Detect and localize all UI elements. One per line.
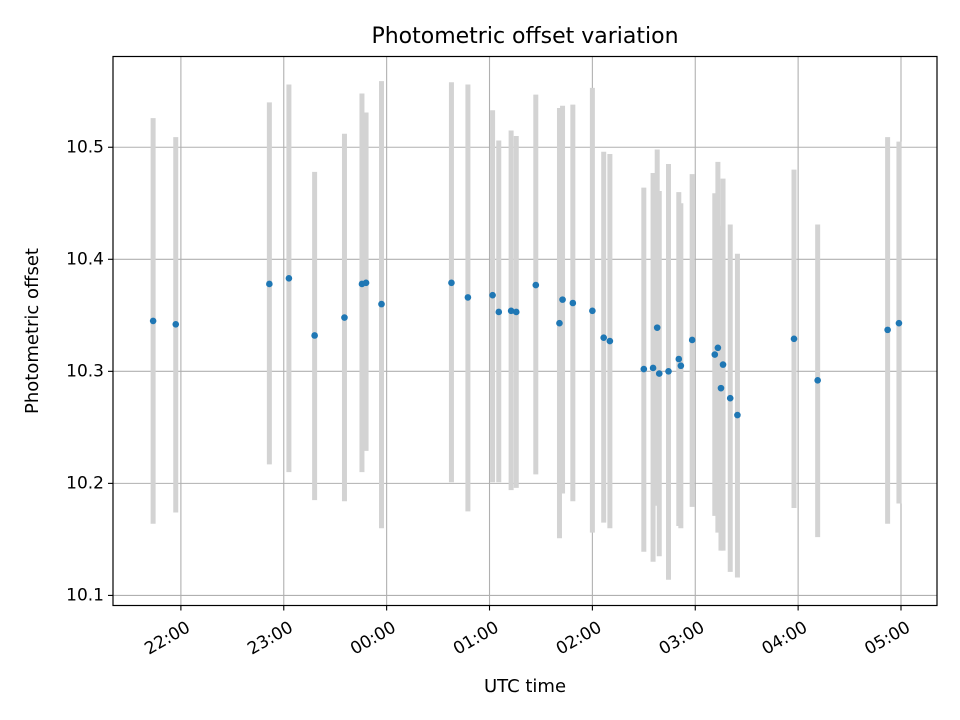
- data-point: [895, 319, 903, 327]
- y-tick-label: 10.3: [66, 361, 104, 381]
- data-point: [665, 368, 672, 375]
- x-axis-label: UTC time: [484, 676, 566, 697]
- data-point: [362, 279, 370, 287]
- data-point: [655, 370, 663, 377]
- data-point: [688, 336, 696, 344]
- data-point: [653, 324, 661, 331]
- data-point: [649, 364, 657, 372]
- data-point: [790, 335, 798, 343]
- y-axis-ticks: 10.1 10.2 10.3 10.4 10.5: [66, 137, 113, 605]
- point-layer: [149, 275, 903, 419]
- data-point: [884, 326, 891, 334]
- data-point: [532, 281, 540, 289]
- y-tick-label: 10.2: [66, 473, 104, 493]
- data-point: [600, 334, 607, 342]
- data-point: [464, 294, 472, 301]
- plot-frame: [112, 55, 938, 607]
- data-point: [172, 320, 180, 328]
- data-point: [448, 279, 455, 287]
- data-point: [556, 319, 563, 327]
- data-point: [606, 337, 614, 345]
- data-point: [719, 361, 727, 368]
- chart-title: Photometric offset variation: [371, 24, 678, 49]
- data-point: [675, 355, 683, 363]
- data-point: [489, 291, 496, 299]
- data-point: [640, 365, 648, 373]
- data-point: [512, 308, 520, 316]
- data-point: [589, 307, 596, 315]
- data-point: [311, 332, 318, 339]
- data-point: [149, 317, 157, 325]
- data-point: [734, 411, 741, 419]
- data-point: [341, 314, 348, 321]
- data-point: [559, 296, 566, 303]
- y-tick-label: 10.4: [66, 249, 104, 269]
- data-point: [285, 275, 293, 282]
- y-axis-label: Photometric offset: [22, 248, 43, 414]
- data-point: [814, 376, 821, 384]
- data-point: [266, 280, 273, 288]
- y-tick-label: 10.1: [66, 585, 104, 605]
- data-point: [569, 299, 577, 307]
- data-point: [714, 344, 722, 352]
- data-point: [717, 384, 725, 392]
- data-point: [711, 351, 719, 358]
- data-point: [726, 394, 734, 402]
- y-tick-label: 10.5: [66, 137, 104, 157]
- data-point: [495, 308, 503, 316]
- data-point: [378, 300, 385, 308]
- data-point: [677, 362, 685, 370]
- data-point: [507, 307, 515, 315]
